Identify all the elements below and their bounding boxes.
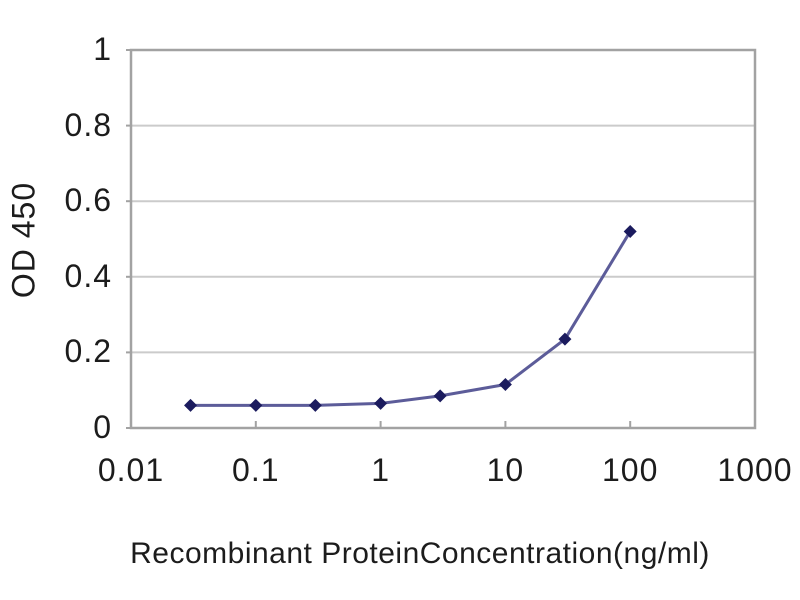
y-tick-label: 0 (93, 409, 112, 445)
data-point-marker (374, 396, 388, 410)
data-point-marker (308, 398, 322, 412)
y-tick-label: 0.6 (64, 182, 112, 219)
plot-frame (129, 48, 757, 430)
x-tick-label: 1 (371, 452, 390, 488)
data-point-marker (498, 378, 512, 392)
data-point-marker (623, 224, 637, 238)
series-line (189, 229, 632, 407)
x-tick-label: 100 (601, 452, 659, 488)
data-point-marker (184, 398, 198, 412)
data-point-marker (558, 332, 572, 346)
y-tick-label: 0.2 (64, 333, 112, 370)
data-point-marker (433, 389, 447, 403)
y-tick-label: 1 (93, 31, 112, 67)
x-tick-label: 1000 (717, 452, 793, 488)
x-axis-title: Recombinant ProteinConcentration(ng/ml) (130, 537, 710, 570)
y-tick-label: 0.4 (64, 257, 112, 294)
y-tick-label: 0.8 (64, 106, 112, 143)
x-tick-label: 0.01 (97, 452, 165, 488)
data-point-marker (249, 398, 263, 412)
x-tick-label: 10 (486, 452, 525, 488)
x-tick-label: 0.1 (232, 452, 280, 488)
